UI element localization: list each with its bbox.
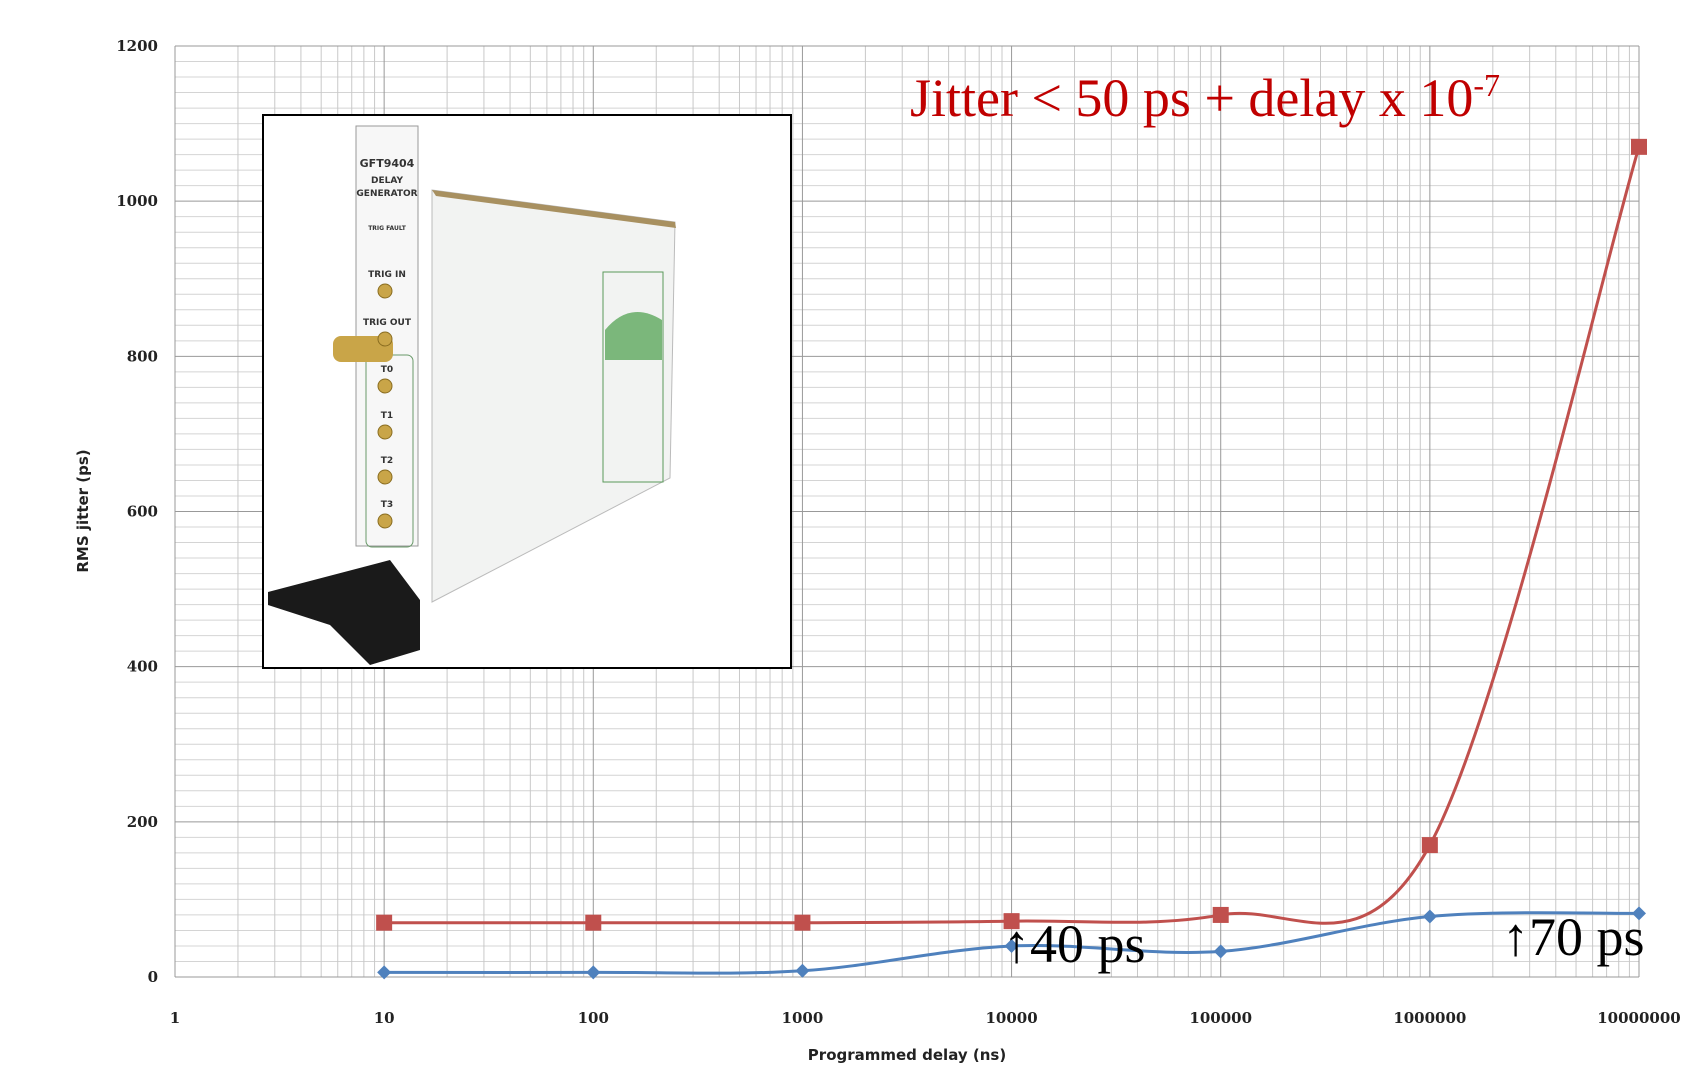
y-tick-label: 800 bbox=[127, 347, 158, 365]
inset-port bbox=[378, 425, 392, 439]
y-tick-label: 0 bbox=[148, 968, 158, 986]
y-tick-label: 1200 bbox=[116, 37, 158, 55]
inset-text: GENERATOR bbox=[356, 189, 417, 199]
annotation: ↑40 ps bbox=[1003, 914, 1146, 974]
inset-port bbox=[378, 514, 392, 528]
chart: RMS jitter (ps) Programmed delay (ns) GF… bbox=[0, 0, 1699, 1065]
x-tick-label: 100000 bbox=[1189, 1009, 1252, 1027]
inset-port-label: TRIG OUT bbox=[363, 318, 412, 328]
inset-text: TRIG FAULT bbox=[368, 225, 407, 232]
inset-port bbox=[378, 284, 392, 298]
marker bbox=[1213, 907, 1229, 923]
y-tick-label: 400 bbox=[127, 658, 158, 676]
inset-text: DELAY bbox=[371, 176, 403, 186]
y-tick-label: 600 bbox=[127, 503, 158, 521]
inset-port bbox=[378, 470, 392, 484]
x-axis-title: Programmed delay (ns) bbox=[808, 1046, 1006, 1064]
inset-port-label: T2 bbox=[381, 456, 393, 466]
inset-model: GFT9404 bbox=[360, 157, 415, 170]
marker bbox=[376, 915, 392, 931]
inset-port-label: T3 bbox=[381, 500, 393, 510]
y-tick-label: 200 bbox=[127, 813, 158, 831]
inset-port-label: T0 bbox=[381, 365, 393, 375]
annotation-text: Jitter < 50 ps + delay x 10 bbox=[910, 68, 1473, 128]
annotation-text: ↑70 ps bbox=[1502, 907, 1645, 967]
marker bbox=[1214, 944, 1228, 958]
inset-port bbox=[378, 379, 392, 393]
x-tick-label: 100 bbox=[578, 1009, 609, 1027]
x-tick-label: 10000000 bbox=[1597, 1009, 1681, 1027]
marker bbox=[795, 964, 809, 978]
inset-photo: GFT9404 DELAY GENERATOR TRIG FAULT TRIG … bbox=[263, 115, 791, 668]
annotation: Jitter < 50 ps + delay x 10-7 bbox=[910, 67, 1500, 128]
y-axis-title: RMS jitter (ps) bbox=[74, 449, 92, 572]
inset-port-label: T1 bbox=[381, 411, 393, 421]
x-tick-label: 1 bbox=[170, 1009, 180, 1027]
marker bbox=[1422, 837, 1438, 853]
annotation: ↑70 ps bbox=[1502, 907, 1645, 967]
x-tick-label: 1000000 bbox=[1393, 1009, 1466, 1027]
annotation-text: ↑40 ps bbox=[1003, 914, 1146, 974]
inset-port bbox=[378, 332, 392, 346]
marker bbox=[1631, 139, 1647, 155]
inset-port-label: TRIG IN bbox=[368, 270, 406, 280]
marker bbox=[794, 915, 810, 931]
y-tick-label: 1000 bbox=[116, 192, 158, 210]
x-tick-label: 1000 bbox=[782, 1009, 824, 1027]
x-tick-label: 10000 bbox=[985, 1009, 1037, 1027]
marker bbox=[1423, 909, 1437, 923]
marker bbox=[585, 915, 601, 931]
annotation-superscript: -7 bbox=[1473, 67, 1500, 103]
x-tick-label: 10 bbox=[374, 1009, 395, 1027]
